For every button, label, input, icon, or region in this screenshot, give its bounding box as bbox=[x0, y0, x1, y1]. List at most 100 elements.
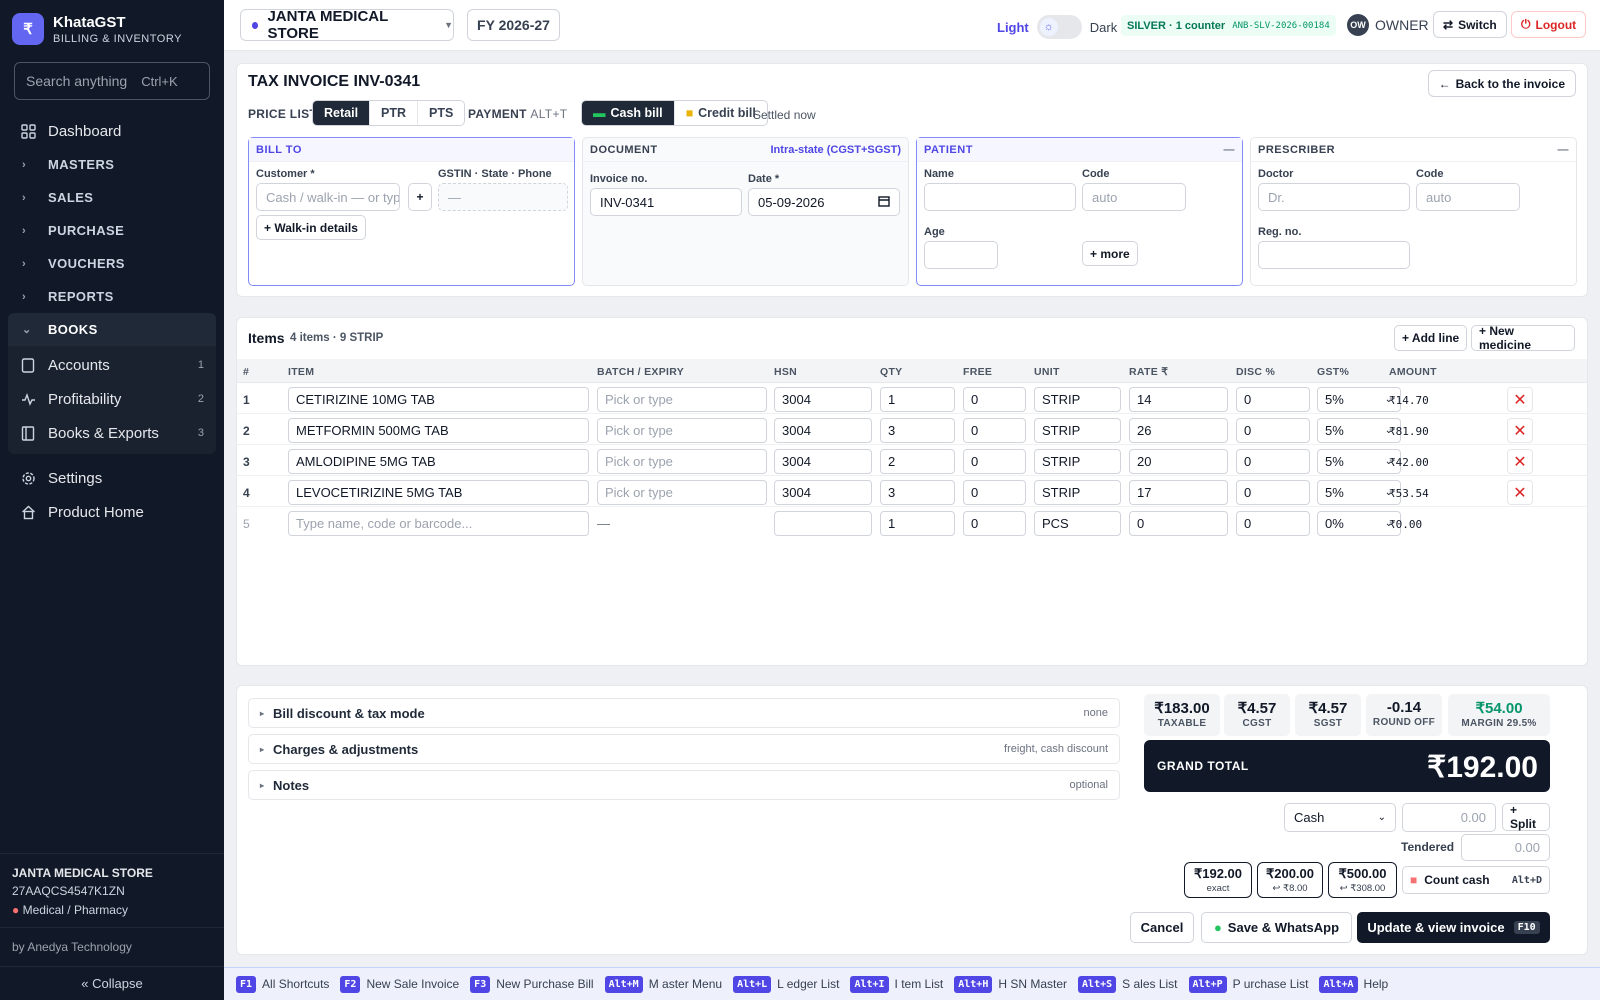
free-input[interactable]: 0 bbox=[963, 418, 1026, 443]
shortcut-all[interactable]: F1 All Shortcuts bbox=[236, 975, 329, 993]
sidebar-item-product-home[interactable]: Product Home bbox=[0, 495, 224, 529]
disc-input[interactable]: 0 bbox=[1236, 449, 1310, 474]
patient-code-input[interactable]: auto bbox=[1082, 183, 1186, 211]
calendar-icon[interactable] bbox=[878, 195, 890, 210]
sidebar-group-purchase[interactable]: › PURCHASE bbox=[0, 214, 224, 247]
patient-more-button[interactable]: + more bbox=[1082, 241, 1138, 266]
save-whatsapp-button[interactable]: ● Save & WhatsApp bbox=[1201, 912, 1352, 943]
count-cash-button[interactable]: ■ Count cash Alt+D bbox=[1402, 866, 1550, 894]
qty-input[interactable]: 1 bbox=[880, 387, 955, 412]
shortcut-master-menu[interactable]: Alt+M M aster Menu bbox=[604, 975, 722, 993]
charges-accordion[interactable]: ▸ Charges & adjustments freight, cash disc… bbox=[248, 734, 1120, 764]
date-input[interactable]: 05-09-2026 bbox=[748, 188, 900, 216]
user-menu[interactable]: OW OWNER bbox=[1347, 14, 1429, 36]
qty-input[interactable]: 2 bbox=[880, 449, 955, 474]
free-input[interactable]: 0 bbox=[963, 449, 1026, 474]
hsn-input[interactable] bbox=[774, 511, 872, 536]
rate-input[interactable]: 0 bbox=[1129, 511, 1228, 536]
hsn-input[interactable]: 3004 bbox=[774, 418, 872, 443]
add-line-button[interactable]: + Add line bbox=[1394, 325, 1468, 351]
qty-input[interactable]: 1 bbox=[880, 511, 955, 536]
unit-input[interactable]: STRIP bbox=[1034, 480, 1121, 505]
sidebar-group-books[interactable]: ⌄ BOOKS bbox=[8, 313, 216, 346]
theme-light-label[interactable]: Light bbox=[997, 19, 1029, 35]
walk-in-details-button[interactable]: + Walk-in details bbox=[256, 215, 366, 240]
sidebar-item-accounts[interactable]: Accounts 1 bbox=[8, 348, 216, 382]
split-payment-button[interactable]: + Split bbox=[1502, 803, 1550, 831]
gst-select[interactable]: 5% ⌄ bbox=[1317, 480, 1401, 505]
collapse-panel-icon[interactable]: — bbox=[1557, 143, 1569, 156]
payment-mode-select[interactable]: Cash ⌄ bbox=[1284, 803, 1396, 832]
disc-input[interactable]: 0 bbox=[1236, 480, 1310, 505]
tendered-input[interactable]: 0.00 bbox=[1461, 834, 1550, 861]
hsn-input[interactable]: 3004 bbox=[774, 449, 872, 474]
rate-input[interactable]: 14 bbox=[1129, 387, 1228, 412]
hsn-input[interactable]: 3004 bbox=[774, 480, 872, 505]
sidebar-item-books-exports[interactable]: Books & Exports 3 bbox=[8, 416, 216, 450]
bill-discount-accordion[interactable]: ▸ Bill discount & tax mode none bbox=[248, 698, 1120, 728]
sidebar-item-profitability[interactable]: Profitability 2 bbox=[8, 382, 216, 416]
cancel-button[interactable]: Cancel bbox=[1130, 912, 1194, 943]
shortcut-new-sale[interactable]: F2 New Sale Invoice bbox=[340, 975, 459, 993]
brand[interactable]: ₹ KhataGST BILLING & INVENTORY bbox=[0, 0, 224, 58]
new-medicine-button[interactable]: + New medicine bbox=[1471, 324, 1575, 352]
doctor-input[interactable]: Dr. bbox=[1258, 183, 1410, 211]
payment-cash-bill[interactable]: ▬ Cash bill bbox=[582, 101, 675, 125]
logout-button[interactable]: ⏻ Logout bbox=[1511, 11, 1587, 38]
unit-input[interactable]: PCS bbox=[1034, 511, 1121, 536]
quick-cash-200[interactable]: ₹200.00 ↩ ₹8.00 bbox=[1257, 862, 1323, 898]
gst-select[interactable]: 5% ⌄ bbox=[1317, 387, 1401, 412]
shortcut-new-purchase[interactable]: F3 New Purchase Bill bbox=[470, 975, 594, 993]
qty-input[interactable]: 3 bbox=[880, 418, 955, 443]
delete-row-button[interactable]: ✕ bbox=[1507, 480, 1533, 505]
delete-row-button[interactable]: ✕ bbox=[1507, 449, 1533, 474]
unit-input[interactable]: STRIP bbox=[1034, 449, 1121, 474]
disc-input[interactable]: 0 bbox=[1236, 418, 1310, 443]
batch-input[interactable]: Pick or type bbox=[597, 480, 767, 505]
sidebar-group-reports[interactable]: › REPORTS bbox=[0, 280, 224, 313]
price-list-ptr[interactable]: PTR bbox=[370, 101, 419, 125]
shortcut-help[interactable]: Alt+A Help bbox=[1319, 975, 1388, 993]
sidebar-group-vouchers[interactable]: › VOUCHERS bbox=[0, 247, 224, 280]
shortcut-purchase-list[interactable]: Alt+P P urchase List bbox=[1188, 975, 1308, 993]
sidebar-group-masters[interactable]: › MASTERS bbox=[0, 148, 224, 181]
free-input[interactable]: 0 bbox=[963, 387, 1026, 412]
item-input[interactable]: LEVOCETIRIZINE 5MG TAB bbox=[288, 480, 589, 505]
reg-no-input[interactable] bbox=[1258, 241, 1410, 269]
unit-input[interactable]: STRIP bbox=[1034, 418, 1121, 443]
sidebar-item-settings[interactable]: Settings bbox=[0, 461, 224, 495]
payment-credit-bill[interactable]: ■ Credit bill bbox=[675, 101, 767, 125]
item-input[interactable]: AMLODIPINE 5MG TAB bbox=[288, 449, 589, 474]
free-input[interactable]: 0 bbox=[963, 480, 1026, 505]
patient-age-input[interactable] bbox=[924, 241, 998, 269]
shortcut-hsn-master[interactable]: Alt+H H SN Master bbox=[954, 975, 1067, 993]
prescriber-code-input[interactable]: auto bbox=[1416, 183, 1520, 211]
patient-name-input[interactable] bbox=[924, 183, 1076, 211]
item-input[interactable]: METFORMIN 500MG TAB bbox=[288, 418, 589, 443]
unit-input[interactable]: STRIP bbox=[1034, 387, 1121, 412]
collapse-sidebar-button[interactable]: « Collapse bbox=[0, 966, 224, 1000]
free-input[interactable]: 0 bbox=[963, 511, 1026, 536]
back-to-invoice-button[interactable]: ← Back to the invoice bbox=[1427, 70, 1576, 97]
batch-input[interactable]: Pick or type bbox=[597, 418, 767, 443]
theme-dark-label[interactable]: Dark bbox=[1089, 19, 1118, 35]
switch-button[interactable]: ⇄ Switch bbox=[1433, 11, 1507, 38]
notes-accordion[interactable]: ▸ Notes optional bbox=[248, 770, 1120, 800]
shortcut-item-list[interactable]: Alt+I I tem List bbox=[850, 975, 943, 993]
add-customer-button[interactable]: + bbox=[408, 183, 432, 211]
shortcut-sales-list[interactable]: Alt+S S ales List bbox=[1078, 975, 1178, 993]
rate-input[interactable]: 26 bbox=[1129, 418, 1228, 443]
rate-input[interactable]: 20 bbox=[1129, 449, 1228, 474]
qty-input[interactable]: 3 bbox=[880, 480, 955, 505]
delete-row-button[interactable]: ✕ bbox=[1507, 387, 1533, 412]
store-switcher[interactable]: JANTA MEDICAL STORE ▼ bbox=[240, 8, 454, 42]
gst-select[interactable]: 5% ⌄ bbox=[1317, 449, 1401, 474]
new-item-input[interactable]: Type name, code or barcode... bbox=[288, 511, 589, 536]
quick-cash-500[interactable]: ₹500.00 ↩ ₹308.00 bbox=[1328, 862, 1397, 898]
search-input[interactable]: Search anything Ctrl+K bbox=[14, 62, 210, 100]
sidebar-group-sales[interactable]: › SALES bbox=[0, 181, 224, 214]
disc-input[interactable]: 0 bbox=[1236, 387, 1310, 412]
item-input[interactable]: CETIRIZINE 10MG TAB bbox=[288, 387, 589, 412]
price-list-retail[interactable]: Retail bbox=[313, 101, 371, 125]
price-list-pts[interactable]: PTS bbox=[429, 106, 454, 120]
